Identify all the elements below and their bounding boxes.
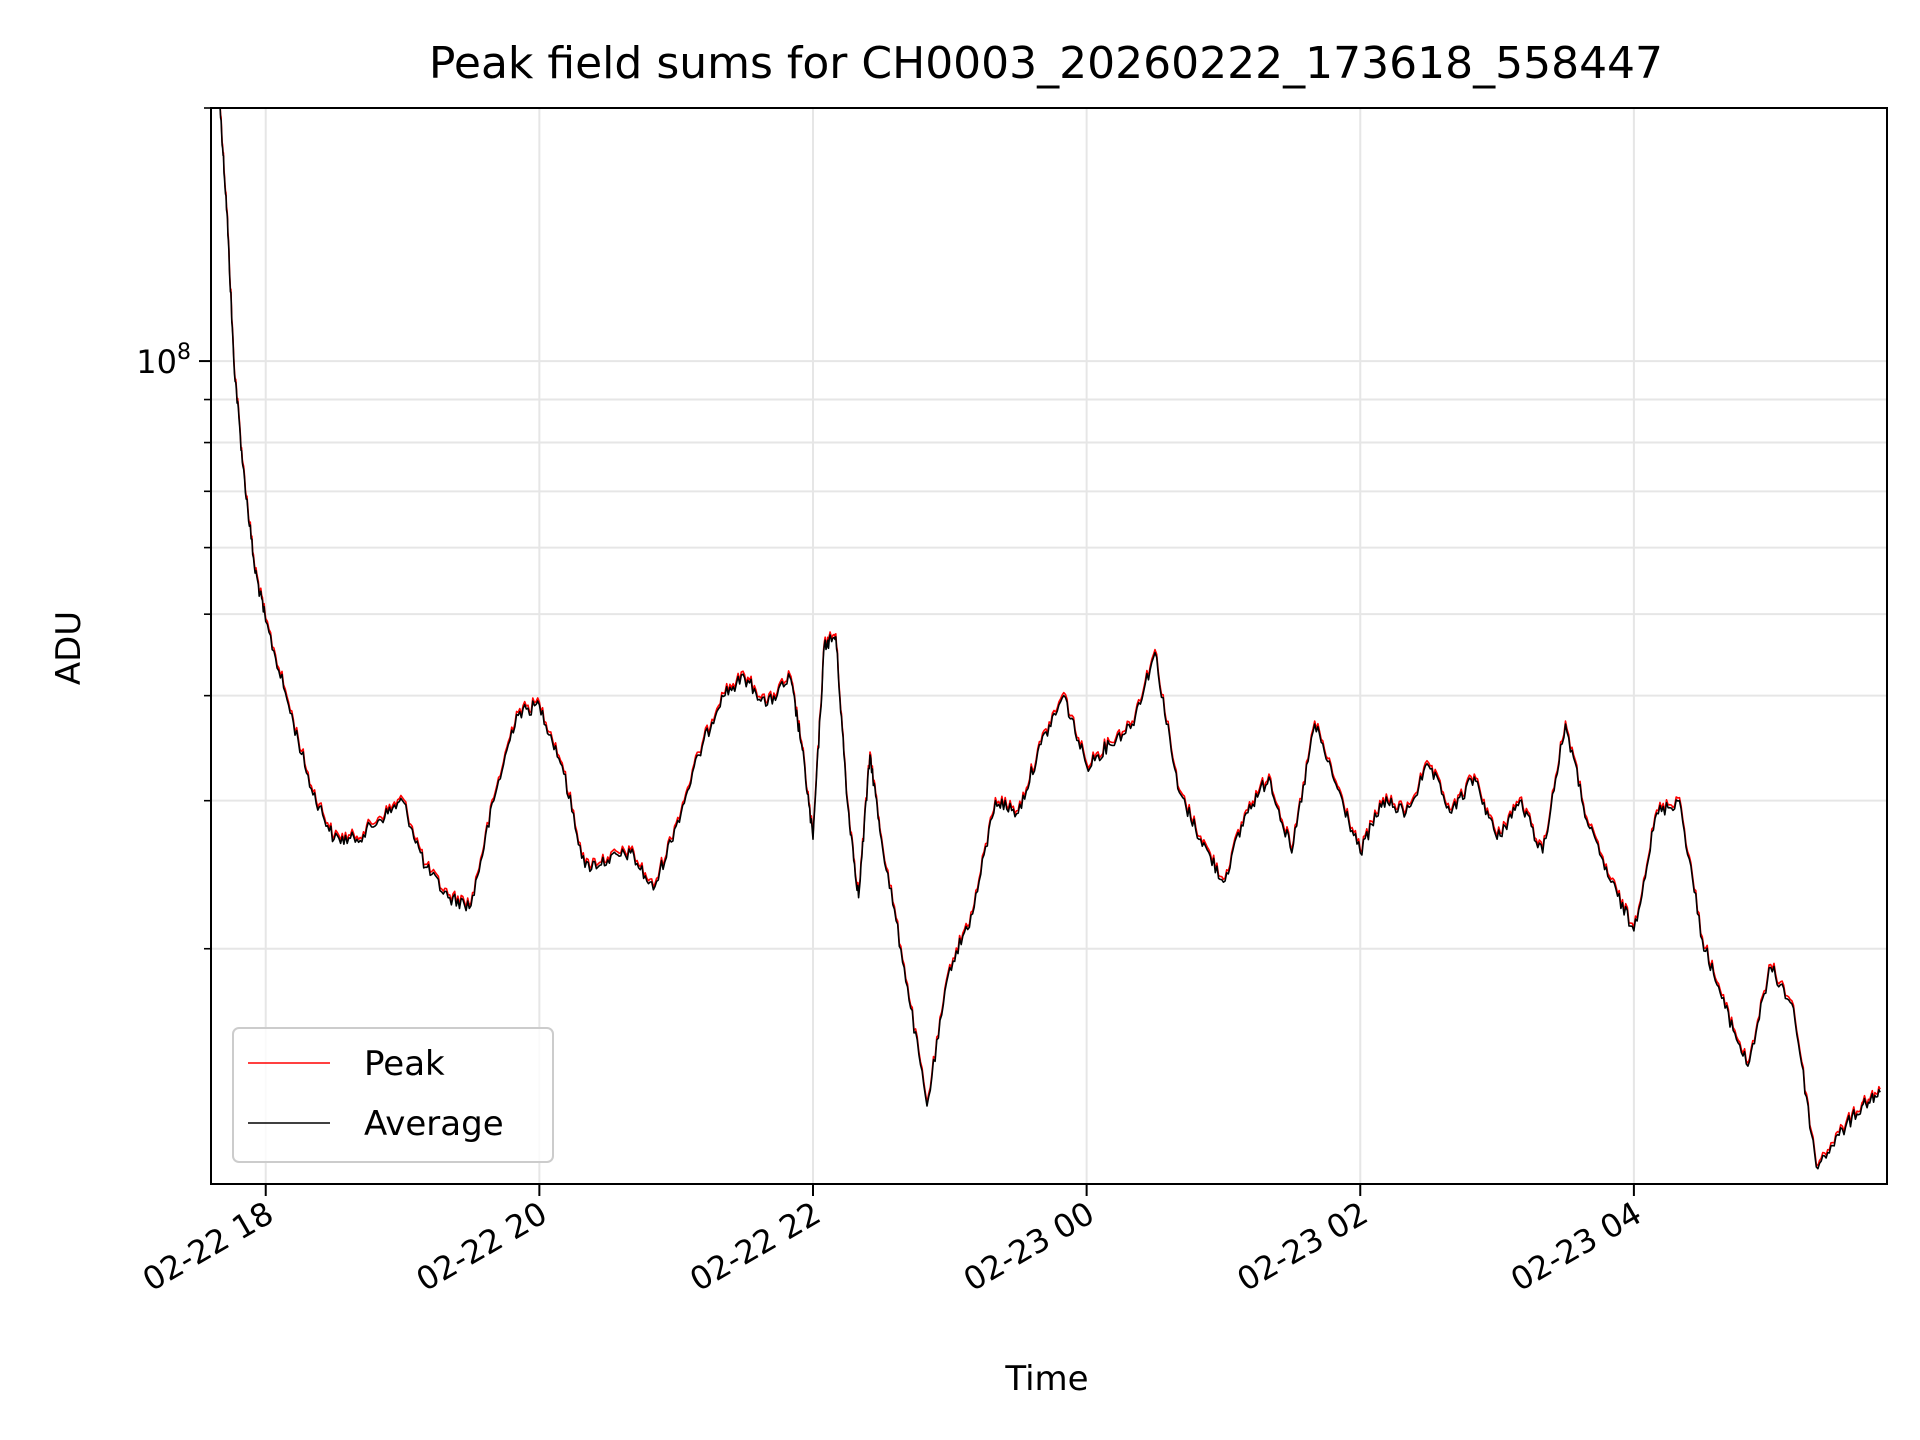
legend: Peak Average xyxy=(232,1027,554,1163)
y-tick-label: 108 xyxy=(136,340,191,381)
legend-box xyxy=(232,1027,554,1163)
y-axis-title: ADU xyxy=(49,611,89,685)
series-line-average xyxy=(219,108,1881,1170)
legend-label-average: Average xyxy=(364,1104,504,1144)
x-axis-title: Time xyxy=(1004,1359,1088,1399)
plot-frame xyxy=(210,107,1888,1185)
legend-label-peak: Peak xyxy=(364,1044,445,1084)
series-lines xyxy=(219,108,1881,1170)
y-tick-exponent: 8 xyxy=(177,340,191,365)
chart-title: Peak field sums for CH0003_20260222_1736… xyxy=(429,38,1663,89)
